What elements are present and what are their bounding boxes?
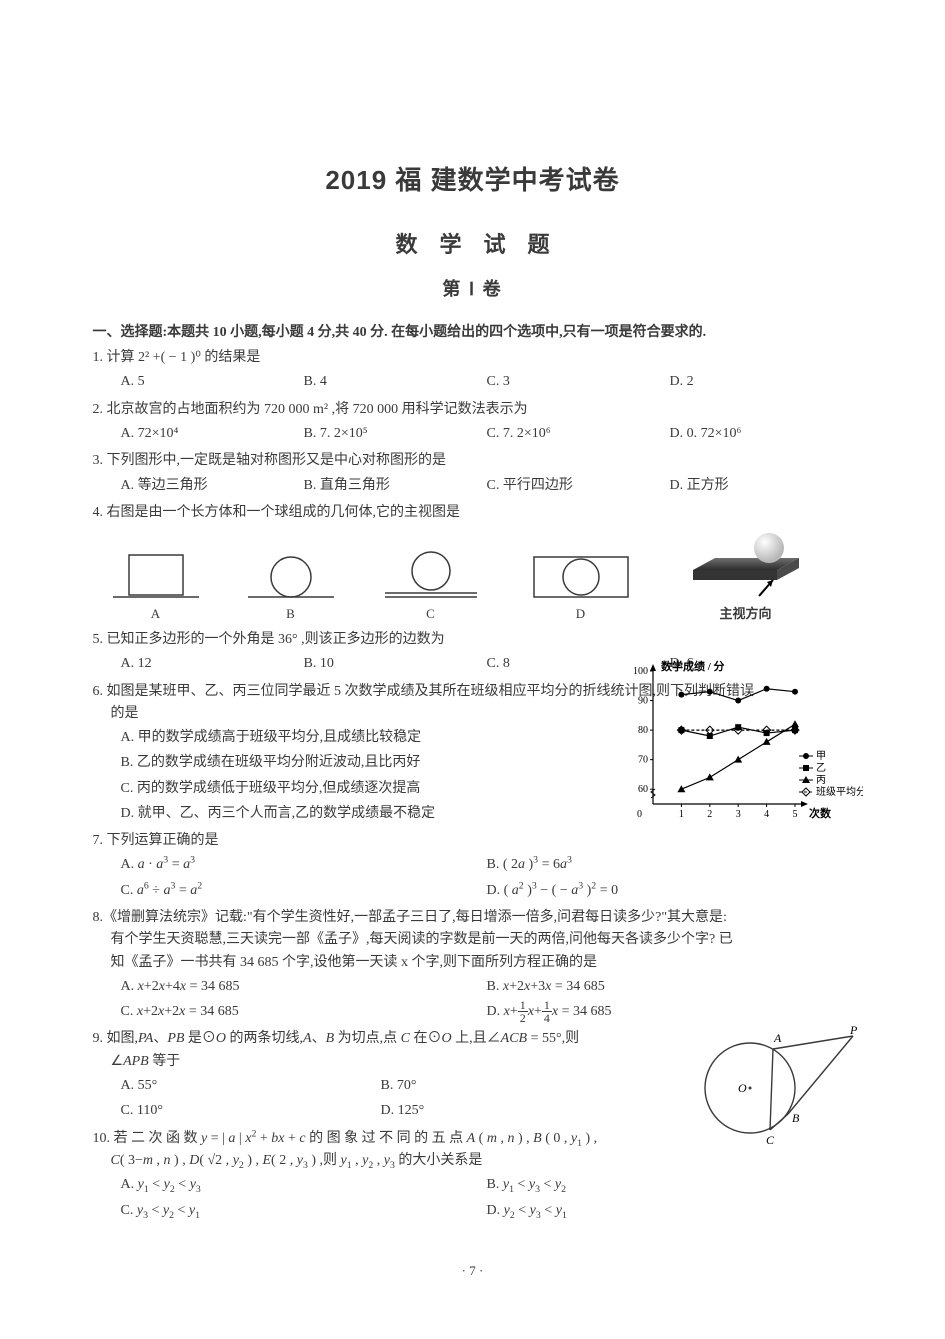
q3-opt-C: C. 平行四边形: [487, 473, 670, 498]
q5-text: 5. 已知正多边形的一个外角是 36° ,则该正多边形的边数为: [93, 629, 853, 651]
q6-line-chart: 60 70 80 90 100 1 2 3 4 5 0 数学成绩 / 分次数 甲乙丙班级平均分: [623, 659, 863, 834]
q9-opt-D: D. 125°: [381, 1098, 641, 1123]
q4-fig-B: B: [246, 547, 336, 625]
q4-fig-A-svg: [111, 547, 201, 602]
svg-text:丙: 丙: [816, 775, 826, 786]
q4-solid: 主视方向: [681, 530, 811, 625]
q8-opt-A: A. x+2x+4x = 34 685: [121, 974, 487, 999]
q9-text-1: 9. 如图,PA、PB 是⊙O 的两条切线,A、B 为切点,点 C 在⊙O 上,…: [93, 1028, 653, 1050]
q10-opt-A: A. y1 < y2 < y3: [121, 1172, 487, 1197]
svg-text:4: 4: [764, 809, 769, 820]
q9-opt-A: A. 55°: [121, 1073, 381, 1098]
q8-opt-D: D. x+12x+14x = 34 685: [487, 999, 853, 1024]
section-label: 第 Ⅰ 卷: [93, 275, 853, 301]
main-title: 2019 福 建数学中考试卷: [93, 160, 853, 197]
q4-label-D: D: [576, 606, 585, 621]
question-8: 8.《增删算法统宗》记载:"有个学生资性好,一部孟子三日了,每日增添一倍多,问君…: [93, 907, 853, 1025]
svg-text:5: 5: [792, 809, 797, 820]
q8-line2: 有个学生天资聪慧,三天读完一部《孟子》,每天阅读的字数是前一天的两倍,问他每天各…: [93, 929, 853, 951]
q1-opt-D: D. 2: [670, 369, 853, 394]
q10-line2: C( 3−m , n ) , D( √2 , y2 ) , E( 2 , y3 …: [93, 1150, 853, 1172]
q2-opt-D: D. 0. 72×10⁶: [670, 421, 853, 446]
q10-line1: 10. 若 二 次 函 数 y = | a | x2 + bx + c 的 图 …: [93, 1128, 853, 1150]
svg-text:甲: 甲: [816, 751, 826, 762]
q3-opt-B: B. 直角三角形: [304, 473, 487, 498]
svg-text:2: 2: [707, 809, 712, 820]
q2-opt-B: B. 7. 2×10⁵: [304, 421, 487, 446]
q10-opt-B: B. y1 < y3 < y2: [487, 1172, 853, 1197]
q4-fig-A: A: [111, 547, 201, 625]
q4-fig-C-svg: [381, 547, 481, 602]
q7-opt-C: C. a6 ÷ a3 = a2: [121, 878, 487, 903]
q9-opt-C: C. 110°: [121, 1098, 381, 1123]
q4-fig-D-svg: [526, 547, 636, 602]
q7-opt-B: B. ( 2a )3 = 6a3: [487, 852, 853, 877]
q9-label-O: O: [738, 1081, 747, 1095]
q7-text: 7. 下列运算正确的是: [93, 830, 853, 852]
subtitle: 数学试题: [93, 227, 853, 259]
q1-opt-B: B. 4: [304, 369, 487, 394]
svg-text:100: 100: [633, 666, 648, 677]
svg-text:1: 1: [678, 809, 683, 820]
question-4: 4. 右图是由一个长方体和一个球组成的几何体,它的主视图是 A B: [93, 502, 853, 625]
question-2: 2. 北京故宫的占地面积约为 720 000 m² ,将 720 000 用科学…: [93, 399, 853, 447]
svg-text:3: 3: [735, 809, 740, 820]
question-7: 7. 下列运算正确的是 A. a · a3 = a3 B. ( 2a )3 = …: [93, 830, 853, 903]
exam-page: 2019 福 建数学中考试卷 数学试题 第 Ⅰ 卷 一、选择题:本题共 10 小…: [93, 0, 853, 1339]
svg-text:80: 80: [638, 725, 648, 736]
q9-label-A: A: [773, 1031, 782, 1045]
svg-text:70: 70: [638, 754, 648, 765]
q1-opt-A: A. 5: [121, 369, 304, 394]
svg-text:90: 90: [638, 695, 648, 706]
q4-solid-svg: [681, 530, 811, 600]
q9-label-B: B: [792, 1111, 800, 1125]
svg-text:0: 0: [637, 809, 642, 820]
q3-opt-D: D. 正方形: [670, 473, 853, 498]
question-1: 1. 计算 2² +( − 1 )⁰ 的结果是 A. 5 B. 4 C. 3 D…: [93, 347, 853, 395]
q5-opt-A: A. 12: [121, 651, 304, 676]
view-direction-label: 主视方向: [719, 604, 771, 625]
q1-text: 1. 计算 2² +( − 1 )⁰ 的结果是: [93, 347, 853, 369]
q3-text: 3. 下列图形中,一定既是轴对称图形又是中心对称图形的是: [93, 450, 853, 472]
svg-text:数学成绩 / 分: 数学成绩 / 分: [661, 659, 725, 673]
page-number: · 7 ·: [93, 1263, 853, 1279]
q3-opt-A: A. 等边三角形: [121, 473, 304, 498]
q9-label-P: P: [849, 1023, 858, 1037]
q8-opt-B: B. x+2x+3x = 34 685: [487, 974, 853, 999]
q2-opt-C: C. 7. 2×10⁶: [487, 421, 670, 446]
section-instructions: 一、选择题:本题共 10 小题,每小题 4 分,共 40 分. 在每小题给出的四…: [93, 321, 853, 341]
q4-label-C: C: [426, 606, 435, 621]
svg-text:乙: 乙: [816, 762, 826, 774]
q4-fig-D: D: [526, 547, 636, 625]
q4-label-A: A: [151, 606, 160, 621]
svg-text:60: 60: [638, 784, 648, 795]
q4-fig-B-svg: [246, 547, 336, 602]
question-3: 3. 下列图形中,一定既是轴对称图形又是中心对称图形的是 A. 等边三角形 B.…: [93, 450, 853, 498]
q2-opt-A: A. 72×10⁴: [121, 421, 304, 446]
q1-opt-C: C. 3: [487, 369, 670, 394]
q10-opt-D: D. y2 < y3 < y1: [487, 1198, 853, 1223]
q8-line1: 8.《增删算法统宗》记载:"有个学生资性好,一部孟子三日了,每日增添一倍多,问君…: [93, 907, 853, 929]
q8-opt-C: C. x+2x+2x = 34 685: [121, 999, 487, 1024]
svg-text:次数: 次数: [809, 806, 832, 820]
q4-fig-C: C: [381, 547, 481, 625]
q4-label-B: B: [286, 606, 295, 621]
question-9: 9. 如图,PA、PB 是⊙O 的两条切线,A、B 为切点,点 C 在⊙O 上,…: [93, 1028, 853, 1123]
q9-opt-B: B. 70°: [381, 1073, 641, 1098]
q5-opt-B: B. 10: [304, 651, 487, 676]
q2-text: 2. 北京故宫的占地面积约为 720 000 m² ,将 720 000 用科学…: [93, 399, 853, 421]
q7-opt-D: D. ( a2 )3 − ( − a3 )2 = 0: [487, 878, 853, 903]
q10-opt-C: C. y3 < y2 < y1: [121, 1198, 487, 1223]
question-6: 6. 如图是某班甲、乙、丙三位同学最近 5 次数学成绩及其所在班级相应平均分的折…: [93, 681, 853, 827]
q4-text: 4. 右图是由一个长方体和一个球组成的几何体,它的主视图是: [93, 502, 853, 524]
q7-opt-A: A. a · a3 = a3: [121, 852, 487, 877]
q4-figure-row: A B C: [111, 530, 811, 625]
svg-text:班级平均分: 班级平均分: [816, 786, 863, 798]
q8-line3: 知《孟子》一书共有 34 685 个字,设他第一天读 x 个字,则下面所列方程正…: [93, 952, 853, 974]
question-10: 10. 若 二 次 函 数 y = | a | x2 + bx + c 的 图 …: [93, 1128, 853, 1223]
